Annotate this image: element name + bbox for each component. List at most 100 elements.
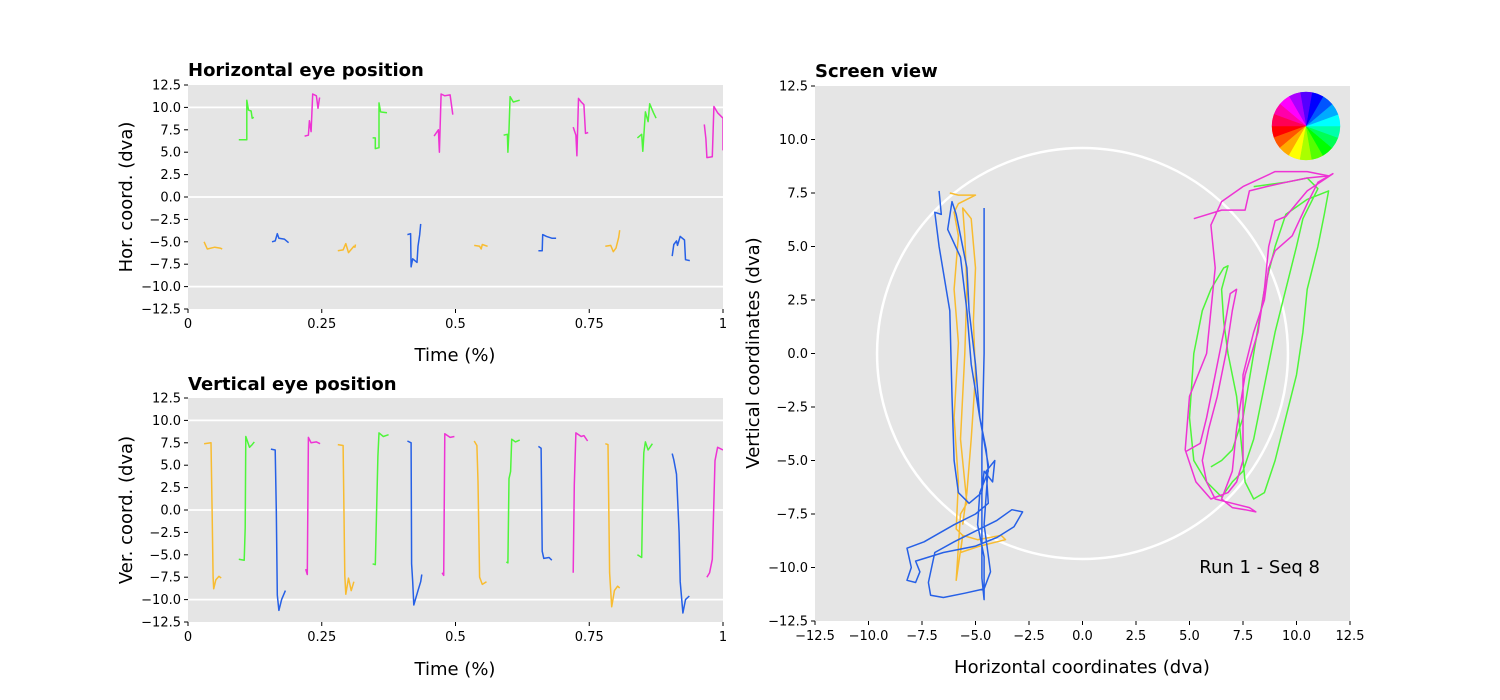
- blue-trace: [270, 448, 287, 612]
- y-tick-label: −12.5: [141, 616, 181, 631]
- y-tick-label: 2.5: [160, 481, 181, 496]
- blue-trace: [271, 232, 290, 244]
- gaze-traces: [906, 170, 1334, 601]
- horizontal-eye-position-chart: 12.5 10.0 7.5 5.0 2.5 0.0 −2.5 −5.0 −7.5 −10.0 −12…: [116, 60, 727, 366]
- green-trace: [372, 102, 388, 150]
- y-tick-label: 7.5: [160, 436, 181, 451]
- x-tick-label: 0.5: [445, 630, 466, 645]
- x-tick-label: 1: [719, 630, 727, 645]
- blue-trace: [906, 190, 1024, 601]
- blue-trace: [537, 445, 553, 561]
- yellow-trace: [949, 192, 1007, 582]
- green-trace: [238, 435, 255, 561]
- y-tick-label: 10.0: [152, 414, 181, 429]
- y-tick-label: −10.0: [768, 561, 808, 576]
- y-tick-label: −7.5: [149, 258, 181, 273]
- blue-trace: [407, 223, 422, 268]
- chart-title: Horizontal eye position: [188, 60, 424, 81]
- blue-trace: [671, 453, 690, 614]
- y-tick-label: 12.5: [779, 80, 808, 95]
- y-tick-label: −7.5: [149, 571, 181, 586]
- y-tick-label: 5.0: [160, 459, 181, 474]
- x-tick-label: 10.0: [1282, 629, 1311, 644]
- y-tick-label: 0.0: [787, 347, 808, 362]
- x-tick-label: 12.5: [1336, 629, 1365, 644]
- blue-trace: [671, 235, 690, 262]
- x-tick-label: 2.5: [1126, 629, 1147, 644]
- y-tick-label: −5.0: [776, 454, 808, 469]
- chart-title: Screen view: [815, 61, 938, 82]
- color-wheel-wedge: [1271, 114, 1307, 127]
- y-tick-label: 10.0: [152, 101, 181, 116]
- yellow-trace: [337, 443, 355, 595]
- y-tick-label: 2.5: [160, 168, 181, 183]
- yellow-trace: [605, 230, 621, 253]
- color-wheel-icon: [1271, 91, 1341, 161]
- x-ticks: 0 0.25 0.5 0.75 1: [184, 309, 727, 332]
- blue-trace: [407, 440, 423, 606]
- y-tick-label: −10.0: [141, 593, 181, 608]
- y-ticks: 12.5 10.0 7.5 5.0 2.5 0.0 −2.5 −5.0 −7.5 −10.0 −12…: [141, 79, 188, 318]
- yellow-trace: [204, 442, 222, 590]
- magenta-trace: [703, 105, 723, 159]
- x-ticks: −12.5 −10.0 −7.5 −5.0 −2.5 0.0 2.5 5.0 7.5 10.0 12…: [795, 621, 1364, 644]
- x-tick-label: 0.25: [307, 317, 336, 332]
- magenta-trace: [433, 93, 454, 153]
- x-tick-label: 0.5: [445, 317, 466, 332]
- x-tick-label: −10.0: [849, 629, 889, 644]
- green-trace: [1188, 177, 1330, 500]
- x-axis-label: Horizontal coordinates (dva): [954, 657, 1210, 678]
- x-tick-label: −5.0: [960, 629, 992, 644]
- green-trace: [636, 103, 657, 153]
- y-tick-label: 0.0: [160, 191, 181, 206]
- y-ticks: 12.5 10.0 7.5 5.0 2.5 0.0 −2.5 −5.0 −7.5 −10.0 −12…: [768, 80, 815, 630]
- magenta-trace: [572, 97, 589, 157]
- y-axis-label: Ver. coord. (dva): [116, 436, 137, 584]
- x-tick-label: 0.75: [575, 630, 604, 645]
- y-tick-label: −5.0: [149, 235, 181, 250]
- y-ticks: 12.5 10.0 7.5 5.0 2.5 0.0 −2.5 −5.0 −7.5 −10.0 −12…: [141, 392, 188, 631]
- y-axis-label: Vertical coordinates (dva): [743, 237, 764, 468]
- yellow-trace: [337, 242, 357, 254]
- x-axis-label: Time (%): [414, 659, 496, 680]
- y-tick-label: 7.5: [160, 123, 181, 138]
- y-tick-label: 10.0: [779, 133, 808, 148]
- y-axis-label: Hor. coord. (dva): [116, 122, 137, 273]
- y-tick-label: −5.0: [149, 548, 181, 563]
- screen-circle: [875, 146, 1290, 561]
- green-trace: [238, 99, 255, 141]
- x-tick-label: 7.5: [1233, 629, 1254, 644]
- x-tick-label: 5.0: [1179, 629, 1200, 644]
- y-tick-label: −2.5: [149, 213, 181, 228]
- x-tick-label: 0.75: [575, 317, 604, 332]
- x-axis-label: Time (%): [414, 345, 496, 366]
- screen-view-chart: Run 1 - Seq 8 12.5 10.0 7.5 5.0 2.5 0.0 −2.5 −5…: [743, 61, 1364, 678]
- y-tick-label: −10.0: [141, 280, 181, 295]
- y-tick-label: 0.0: [160, 504, 181, 519]
- x-tick-label: 0: [184, 630, 192, 645]
- x-tick-label: −7.5: [906, 629, 938, 644]
- yellow-trace: [203, 241, 223, 250]
- yellow-trace: [474, 243, 488, 250]
- magenta-trace: [304, 436, 321, 576]
- y-tick-label: 2.5: [787, 294, 808, 309]
- magenta-trace: [441, 433, 455, 577]
- magenta-trace: [304, 93, 321, 137]
- y-tick-label: −12.5: [141, 303, 181, 318]
- x-tick-label: 0: [184, 317, 192, 332]
- vertical-eye-position-chart: 12.5 10.0 7.5 5.0 2.5 0.0 −2.5 −5.0 −7.5 −10.0 −12…: [116, 374, 727, 680]
- chart-title: Vertical eye position: [188, 374, 397, 395]
- data-lines: [204, 432, 723, 614]
- plot-background: [815, 86, 1350, 621]
- y-tick-label: −7.5: [776, 508, 808, 523]
- data-lines: [203, 93, 723, 268]
- y-tick-label: −12.5: [768, 615, 808, 630]
- x-ticks: 0 0.25 0.5 0.75 1: [184, 622, 727, 645]
- y-tick-label: 5.0: [160, 146, 181, 161]
- green-trace: [637, 441, 654, 559]
- blue-trace: [538, 233, 557, 252]
- x-tick-label: 1: [719, 317, 727, 332]
- yellow-trace: [473, 440, 487, 586]
- green-trace: [505, 438, 520, 564]
